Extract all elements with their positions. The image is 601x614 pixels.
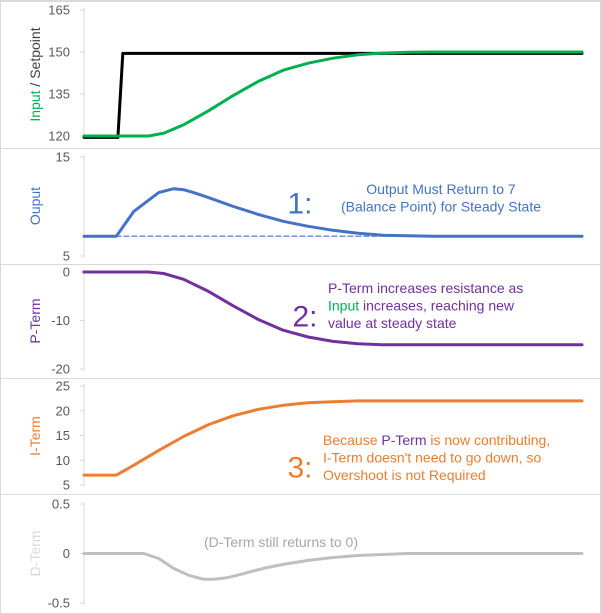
annotation-text: Output Must Return to 7 [366, 181, 516, 197]
y-axis-label: Ouput [27, 187, 43, 225]
series-line-1 [82, 51, 584, 139]
annotation-line: 3: [287, 452, 312, 485]
panel-border [0, 1, 601, 149]
panel-3: -20 -10 0 P-Term 2: P-Term increases resistan… [0, 264, 601, 379]
y-axis-label-part: / Setpoint [27, 27, 43, 90]
annotation-line: I-Term doesn't need to go down, so [323, 449, 541, 465]
annotation-line: value at steady state [328, 315, 457, 331]
y-axis-label: I-Term [27, 416, 43, 456]
annotation-line: Because P-Term is now contributing, [323, 432, 550, 448]
annotation-text: P-Term [381, 432, 426, 448]
annotation-line: 1: [287, 188, 312, 221]
y-axis-label-part: P-Term [27, 298, 43, 343]
y-tick-label: -10 [51, 313, 70, 328]
y-tick-label: 10 [56, 453, 70, 468]
annotation-line: (D-Term still returns to 0) [204, 534, 358, 550]
annotation-text: P-Term increases resistance as [328, 280, 523, 296]
annotation-line: P-Term increases resistance as [328, 280, 523, 296]
annotation-text: increases, reaching new [359, 297, 515, 313]
y-axis-label-part: Ouput [27, 187, 43, 225]
y-tick-label: 165 [48, 3, 70, 18]
annotation-text: Because [323, 432, 381, 448]
y-tick-label: 0 [63, 265, 70, 280]
y-tick-label: 0.5 [52, 497, 70, 512]
y-axis-label: P-Term [27, 298, 43, 343]
annotation-line: Output Must Return to 7 [366, 181, 516, 197]
y-axis-label-part: D-Term [27, 531, 43, 577]
annotation-text: 2: [292, 301, 317, 334]
panel-2: 5 15 Ouput 1: Output Must Return to 7(Balanc… [0, 148, 601, 265]
annotation-line: Overshoot is not Required [323, 467, 486, 483]
y-tick-label: 135 [48, 87, 70, 102]
annotation-text: (Balance Point) for Steady State [341, 198, 541, 214]
y-tick-label: 150 [48, 45, 70, 60]
series-line-1 [82, 270, 584, 347]
series-line-2 [82, 50, 584, 138]
panel-4: 5 10 15 20 25 I-Term 3: Because P-Term is now c… [0, 378, 601, 495]
y-tick-label: 5 [63, 249, 70, 264]
annotation-line: (Balance Point) for Steady State [341, 198, 541, 214]
series-line-1 [82, 399, 584, 477]
series-line-1 [82, 552, 584, 581]
annotation-line: Input increases, reaching new [328, 297, 515, 313]
annotation-line: 2: [292, 301, 317, 334]
y-tick-label: 25 [56, 379, 70, 394]
y-axis-label: D-Term [27, 531, 43, 577]
y-tick-label: -0.5 [48, 596, 70, 611]
y-tick-label: 15 [56, 428, 70, 443]
annotation-text: Overshoot is not Required [323, 467, 486, 483]
annotation-text: value at steady state [328, 315, 457, 331]
annotation-text: I-Term doesn't need to go down, so [323, 449, 541, 465]
annotation-text: (D-Term still returns to 0) [204, 534, 358, 550]
annotation-text: 1: [287, 188, 312, 221]
annotation-text: Input [328, 297, 359, 313]
y-tick-label: 5 [63, 478, 70, 493]
annotation-text: 3: [287, 452, 312, 485]
y-axis-label: Input / Setpoint [27, 27, 43, 121]
y-tick-label: -20 [51, 362, 70, 377]
annotation-text: is now contributing, [427, 432, 551, 448]
y-tick-label: 15 [56, 150, 70, 165]
panel-5: -0.5 0 0.5 D-Term (D-Term still returns to 0… [0, 494, 601, 614]
y-tick-label: 120 [48, 129, 70, 144]
y-axis-label-part: Input [27, 90, 43, 121]
y-tick-label: 20 [56, 403, 70, 418]
panel-1: 120 135 150 165 Input / Setpoint [0, 1, 601, 149]
y-tick-label: 0 [63, 546, 70, 561]
y-axis-label-part: I-Term [27, 416, 43, 456]
